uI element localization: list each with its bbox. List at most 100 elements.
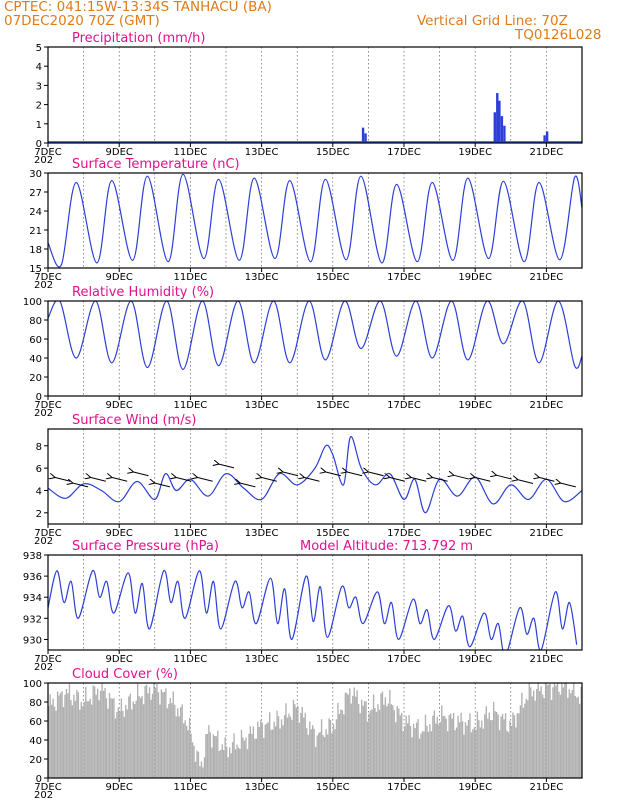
- pressure-annotation: Model Altitude: 713.792 m: [300, 539, 473, 554]
- y-tick-label: 80: [29, 316, 42, 327]
- x-tick-label: 21DEC: [530, 782, 564, 793]
- wind-arrow: [474, 477, 491, 482]
- y-tick-label: 80: [29, 698, 42, 709]
- precip-bar: [364, 133, 367, 143]
- y-tick-label: 938: [23, 551, 42, 562]
- pressure-panel: Surface Pressure (hPa) Model Altitude: 71…: [23, 539, 583, 673]
- pressure-frame: [47, 554, 583, 651]
- precip-frame: [47, 46, 583, 144]
- y-tick-label: 100: [23, 679, 42, 690]
- y-tick-label: 30: [29, 169, 42, 180]
- x-tick-label: 21DEC: [530, 654, 564, 665]
- wind-arrow: [72, 483, 89, 488]
- y-tick-label: 0: [36, 392, 42, 403]
- x-tick-label: 21DEC: [530, 147, 564, 158]
- x-tick-label: 15DEC: [316, 528, 350, 539]
- rh-frame: [47, 300, 583, 397]
- precip-bar: [361, 127, 365, 143]
- precip-bar: [496, 93, 499, 143]
- x-year-label: 202: [34, 155, 53, 166]
- y-tick-label: 40: [29, 736, 42, 747]
- wind-arrow: [560, 483, 576, 488]
- y-tick-label: 0: [36, 139, 42, 150]
- x-tick-label: 7DEC: [34, 528, 61, 539]
- wind-arrow: [368, 472, 384, 477]
- wind-arrow: [261, 477, 277, 482]
- wind-arrow: [54, 477, 71, 482]
- temp-panel: Surface Temperature (nC) 15 18 21 24 27 30 7DEC…: [29, 157, 583, 291]
- temp-frame: [47, 172, 583, 269]
- y-tick-label: 8: [36, 442, 42, 453]
- x-tick-label: 7DEC: [34, 782, 61, 793]
- precip-bar: [545, 131, 549, 143]
- wind-arrow: [496, 475, 512, 480]
- y-tick-label: 936: [23, 572, 42, 583]
- y-tick-label: 24: [29, 207, 42, 218]
- precip-bar: [500, 116, 504, 143]
- wind-arrow: [111, 477, 128, 482]
- wind-arrow: [517, 480, 534, 485]
- rh-plot: [48, 301, 582, 371]
- x-tick-label: 15DEC: [316, 782, 350, 793]
- x-tick-label: 11DEC: [174, 782, 208, 793]
- rh-series-line: [48, 301, 582, 371]
- wind-arrow: [410, 477, 427, 482]
- x-tick-label: 15DEC: [316, 147, 350, 158]
- x-tick-label: 15DEC: [316, 272, 350, 283]
- x-tick-label: 11DEC: [174, 272, 208, 283]
- x-tick-label: 17DEC: [387, 147, 421, 158]
- wind-arrow: [389, 477, 406, 482]
- y-tick-label: 2: [36, 509, 42, 520]
- x-tick-label: 19DEC: [458, 147, 492, 158]
- precip-panel: Precipitation (mm/h) 0 1 2 3 4 5 7DEC 9DEC 11DEC 1…: [34, 31, 583, 166]
- y-tick-label: 20: [29, 755, 42, 766]
- x-tick-label: 9DEC: [106, 272, 133, 283]
- temp-series-line: [48, 173, 582, 268]
- x-tick-label: 7DEC: [34, 400, 61, 411]
- wind-arrow: [197, 477, 213, 482]
- precip-title: Precipitation (mm/h): [72, 31, 205, 46]
- y-tick-label: 27: [29, 188, 42, 199]
- wind-speed-line: [48, 436, 582, 514]
- x-tick-label: 13DEC: [245, 654, 279, 665]
- x-tick-label: 19DEC: [458, 654, 492, 665]
- x-tick-label: 9DEC: [106, 528, 133, 539]
- y-tick-label: 932: [23, 614, 42, 625]
- x-tick-label: 13DEC: [245, 528, 279, 539]
- y-tick-label: 3: [36, 81, 42, 92]
- precip-bar: [543, 135, 546, 143]
- x-tick-label: 11DEC: [174, 147, 208, 158]
- rh-panel: Relative Humidity (%) 0 20 40 60 80 100 7DEC 9DE…: [23, 285, 583, 419]
- x-tick-label: 15DEC: [316, 654, 350, 665]
- run-date: 07DEC2020 70Z (GMT): [4, 13, 160, 29]
- wind-arrow: [432, 477, 448, 482]
- y-tick-label: 4: [36, 62, 42, 73]
- wind-arrow: [346, 472, 363, 477]
- x-tick-label: 17DEC: [387, 272, 421, 283]
- wind-title: Surface Wind (m/s): [72, 413, 196, 428]
- grid-line-note: Vertical Grid Line: 70Z: [417, 13, 568, 29]
- y-tick-label: 60: [29, 335, 42, 346]
- x-tick-label: 9DEC: [106, 400, 133, 411]
- cloud-cover-area: [48, 683, 582, 778]
- wind-arrow: [218, 464, 235, 469]
- x-tick-label: 13DEC: [245, 782, 279, 793]
- pressure-line: [48, 570, 578, 650]
- wind-arrow: [90, 477, 106, 482]
- x-tick-label: 9DEC: [106, 147, 133, 158]
- cloud-frame: [47, 682, 583, 779]
- wind-plot: [48, 436, 582, 514]
- x-tick-label: 17DEC: [387, 528, 421, 539]
- station-header: CPTEC: 041:15W-13:34S TANHACU (BA): [4, 0, 272, 15]
- x-tick-label: 9DEC: [106, 782, 133, 793]
- y-tick-label: 930: [23, 635, 42, 646]
- x-tick-label: 17DEC: [387, 782, 421, 793]
- x-tick-label: 9DEC: [106, 654, 133, 665]
- y-tick-label: 18: [29, 245, 42, 256]
- x-tick-label: 21DEC: [530, 528, 564, 539]
- precip-plot: [48, 93, 582, 143]
- x-tick-label: 17DEC: [387, 654, 421, 665]
- wind-panel: Surface Wind (m/s) 2 4 6 8 7DEC 9DEC 11DEC 13DEC…: [34, 413, 583, 547]
- pressure-plot: [48, 570, 578, 650]
